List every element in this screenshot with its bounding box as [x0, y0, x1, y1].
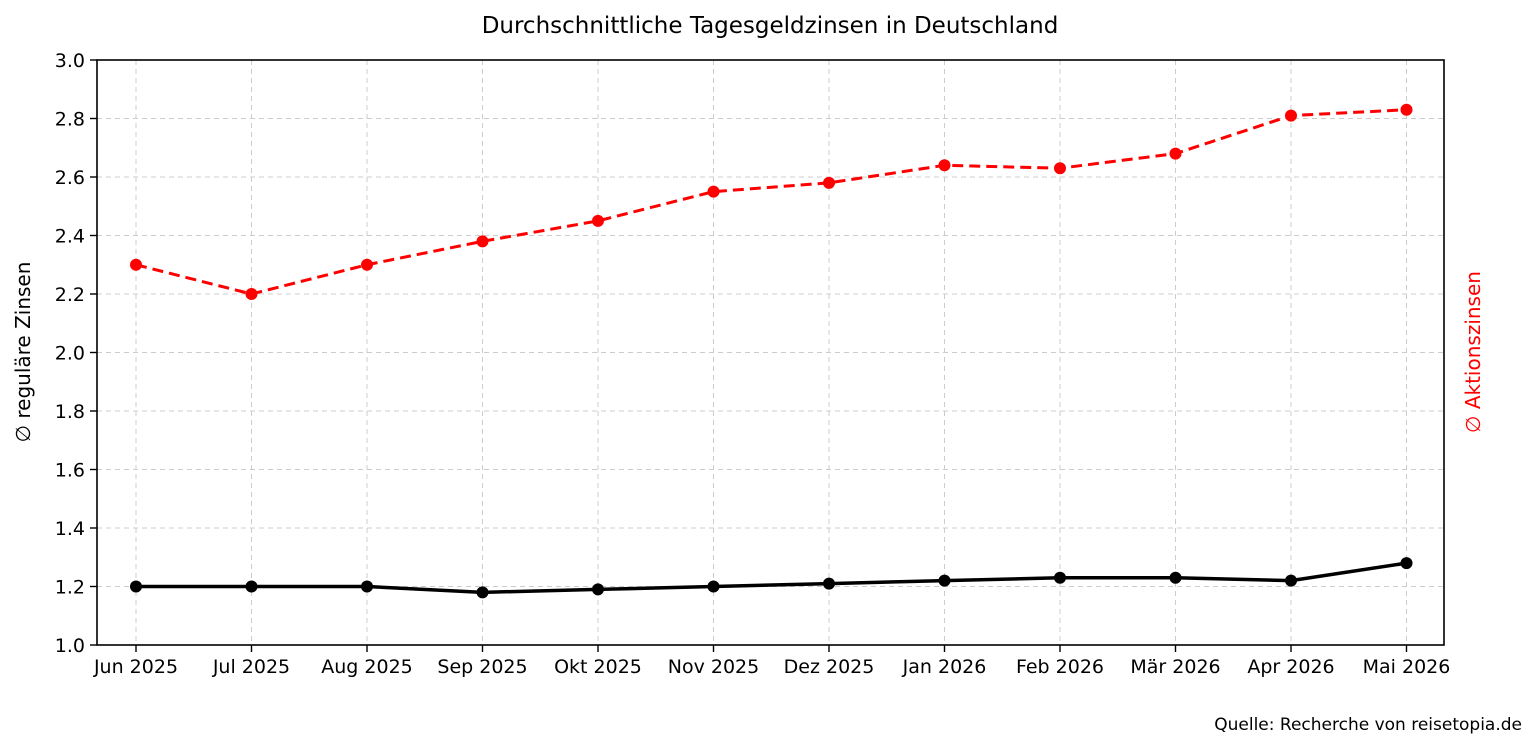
series-line-regular — [136, 561, 1407, 595]
data-point-promo — [707, 185, 720, 198]
data-point-regular — [130, 580, 142, 593]
y-axis-label-left: ∅ reguläre Zinsen — [11, 262, 35, 443]
data-point-promo — [1054, 162, 1066, 175]
x-tick-label: Sep 2025 — [437, 656, 527, 678]
x-tick-label: Jan 2026 — [902, 656, 987, 678]
data-point-promo — [1285, 109, 1297, 122]
series-line-promo — [135, 108, 1407, 296]
data-point-regular — [361, 580, 373, 593]
data-point-promo — [1169, 147, 1182, 160]
y-axis-label-right: ∅ Aktionszinsen — [1461, 271, 1485, 433]
data-point-regular — [1169, 571, 1182, 584]
data-point-regular — [1054, 571, 1066, 584]
x-tick-label: Apr 2026 — [1247, 656, 1334, 678]
data-point-promo — [823, 176, 835, 189]
data-point-regular — [476, 586, 489, 599]
x-tick-label: Dez 2025 — [784, 656, 875, 678]
x-axis: Jun 2025 Jul 2025 Aug 2025 Sep 2025 Okt 2025… — [93, 645, 1450, 678]
chart-title: Durchschnittliche Tagesgeldzinsen in Deu… — [482, 13, 1059, 39]
data-point-regular — [823, 577, 835, 590]
data-point-regular — [938, 574, 951, 587]
y-tick-label: 2.8 — [55, 109, 85, 131]
x-tick-label: Jun 2025 — [93, 656, 178, 678]
x-tick-label: Okt 2025 — [554, 656, 642, 678]
data-point-promo — [476, 235, 489, 248]
y-tick-label: 2.4 — [55, 226, 85, 248]
source-note: Quelle: Recherche von reisetopia.de — [1214, 715, 1522, 735]
y-tick-label: 1.8 — [55, 401, 85, 423]
x-tick-label: Aug 2025 — [321, 656, 413, 678]
data-point-regular — [245, 580, 258, 593]
data-point-promo — [245, 288, 258, 300]
x-tick-label: Nov 2025 — [668, 656, 759, 678]
y-tick-label: 1.2 — [55, 577, 85, 599]
y-tick-label: 2.6 — [55, 167, 85, 189]
data-point-promo — [1400, 103, 1413, 116]
x-tick-label: Mai 2026 — [1363, 656, 1451, 678]
series-layer — [130, 103, 1413, 599]
data-point-regular — [1285, 574, 1297, 587]
data-point-promo — [361, 258, 373, 271]
data-point-promo — [130, 258, 142, 271]
y-tick-label: 1.0 — [55, 635, 85, 657]
data-point-regular — [592, 583, 604, 596]
y-tick-label: 2.0 — [55, 343, 85, 365]
y-tick-label: 2.2 — [55, 284, 85, 306]
y-tick-label: 1.6 — [55, 460, 85, 482]
data-point-regular — [707, 580, 720, 593]
y-axis: 1.0 1.2 1.4 1.6 1.8 2.0 2.2 2.4 2.6 2.8 3.0 — [55, 50, 97, 657]
x-tick-label: Mär 2026 — [1130, 656, 1220, 678]
grid — [97, 59, 1444, 646]
data-point-regular — [1400, 557, 1413, 570]
data-point-promo — [592, 214, 604, 227]
x-tick-label: Jul 2025 — [212, 656, 290, 678]
y-tick-label: 1.4 — [55, 518, 85, 540]
data-point-promo — [938, 159, 951, 172]
y-tick-label: 3.0 — [55, 50, 85, 72]
x-tick-label: Feb 2026 — [1016, 656, 1104, 678]
